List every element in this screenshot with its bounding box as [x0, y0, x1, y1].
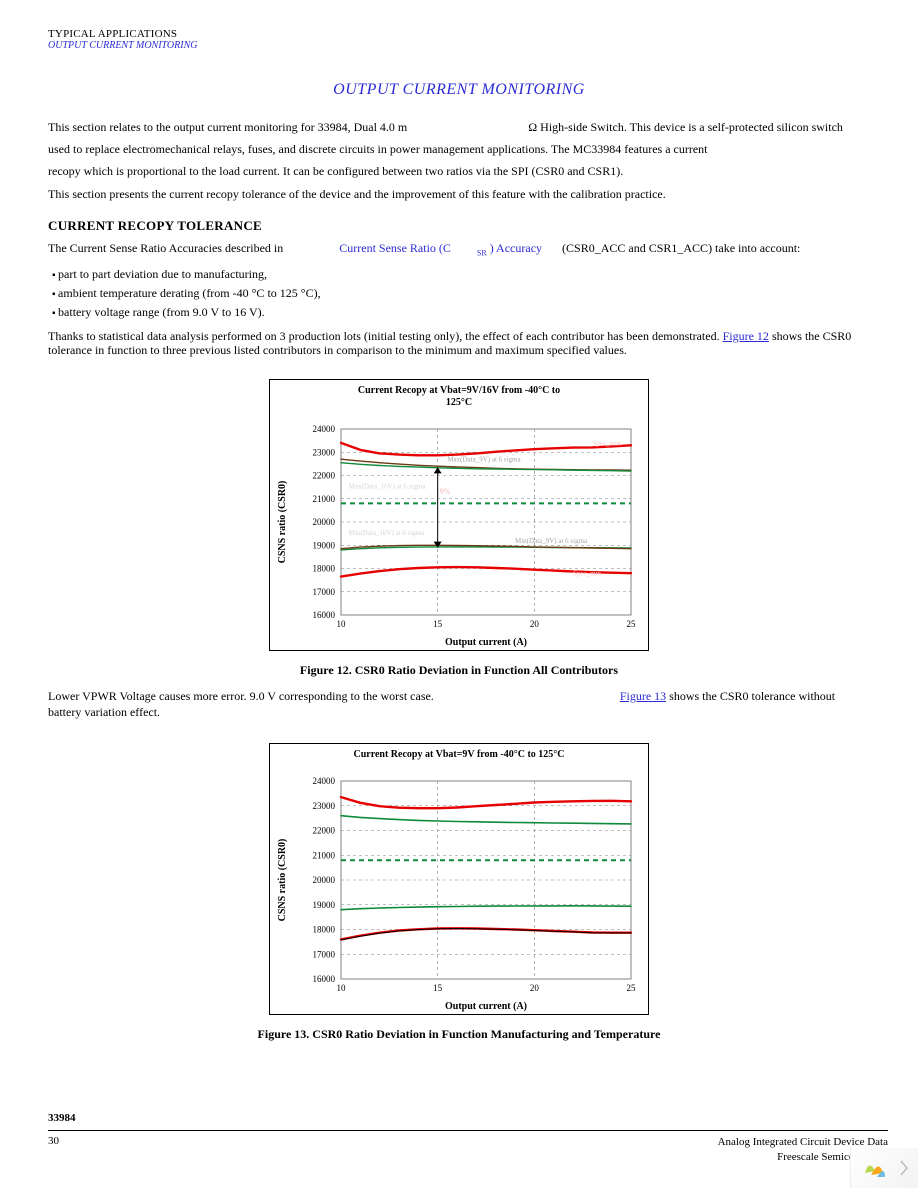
svg-text:15: 15 [433, 983, 443, 993]
figure-12-caption: Figure 12. CSR0 Ratio Deviation in Funct… [48, 663, 870, 678]
footer-page-number: 30 [48, 1135, 59, 1164]
svg-text:25: 25 [627, 983, 637, 993]
svg-text:22000: 22000 [313, 825, 336, 835]
svg-text:20: 20 [530, 619, 540, 629]
intro-line1-a: This section relates to the output curre… [48, 120, 407, 134]
svg-text:Spec_max: Spec_max [592, 440, 622, 448]
svg-text:Max(Data_16V) at 6 sigma: Max(Data_16V) at 6 sigma [349, 483, 427, 491]
link-current-sense-ratio[interactable]: Current Sense Ratio (C SR ) Accuracy [339, 241, 545, 255]
svg-text:Output current (A): Output current (A) [445, 637, 527, 648]
intro-line3: recopy which is proportional to the load… [48, 163, 870, 179]
svg-text:24000: 24000 [313, 776, 336, 786]
csr-prefix: The Current Sense Ratio Accuracies descr… [48, 241, 286, 255]
svg-text:Max(Data_9V) at 6 sigma: Max(Data_9V) at 6 sigma [447, 456, 521, 464]
intro-line2: used to replace electromechanical relays… [48, 141, 870, 157]
svg-text:20000: 20000 [313, 517, 336, 527]
figure-12-chart: Current Recopy at Vbat=9V/16V from -40°C… [269, 379, 649, 655]
svg-text:21000: 21000 [313, 494, 336, 504]
page-footer: 33984 30 Analog Integrated Circuit Devic… [48, 1112, 888, 1164]
header-output-current-monitoring: OUTPUT CURRENT MONITORING [48, 40, 870, 51]
svg-text:10: 10 [337, 619, 347, 629]
svg-text:17000: 17000 [313, 949, 336, 959]
svg-text:16000: 16000 [313, 974, 336, 984]
intro-line4: This section presents the current recopy… [48, 186, 870, 202]
svg-text:Spec_min: Spec_min [573, 570, 601, 578]
intro-line1-b: Ω High-side Switch. This device is a sel… [528, 120, 843, 134]
footer-part-number: 33984 [48, 1112, 888, 1124]
svg-text:19000: 19000 [313, 899, 336, 909]
section-title: OUTPUT CURRENT MONITORING [48, 81, 870, 99]
svg-text:22000: 22000 [313, 471, 336, 481]
svg-text:21000: 21000 [313, 850, 336, 860]
svg-text:Output current (A): Output current (A) [445, 1001, 527, 1012]
svg-text:125°C: 125°C [446, 397, 472, 408]
csr-link-a: Current Sense Ratio (C [339, 241, 451, 255]
svg-text:10: 10 [337, 983, 347, 993]
figure-13-caption: Figure 13. CSR0 Ratio Deviation in Funct… [48, 1027, 870, 1042]
subheading-current-recopy-tolerance: CURRENT RECOPY TOLERANCE [48, 218, 870, 234]
svg-text:Min(Data_16V) at 6 sigma: Min(Data_16V) at 6 sigma [349, 529, 426, 537]
bullet-part-to-part: part to part deviation due to manufactur… [48, 265, 870, 284]
header-typical-applications: TYPICAL APPLICATIONS [48, 28, 870, 40]
svg-text:Current Recopy at Vbat=9V/16V: Current Recopy at Vbat=9V/16V from -40°C… [358, 385, 560, 396]
csr-suffix: (CSR0_ACC and CSR1_ACC) take into accoun… [562, 241, 800, 255]
svg-text:25: 25 [627, 619, 637, 629]
svg-text:20: 20 [530, 983, 540, 993]
bullet-battery-voltage: battery voltage range (from 9.0 V to 16 … [48, 303, 870, 322]
bullet-ambient-temp: ambient temperature derating (from -40 °… [48, 284, 870, 303]
link-figure-13[interactable]: Figure 13 [620, 689, 666, 703]
btw-a: Lower VPWR Voltage causes more error. 9.… [48, 689, 434, 703]
svg-text:18000: 18000 [313, 924, 336, 934]
svg-text:18000: 18000 [313, 564, 336, 574]
svg-text:CSNS ratio (CSR0): CSNS ratio (CSR0) [277, 838, 288, 921]
svg-text:23000: 23000 [313, 800, 336, 810]
corner-widget[interactable] [850, 1148, 918, 1188]
svg-text:17000: 17000 [313, 587, 336, 597]
svg-text:Min(Data_9V) at 6 sigma: Min(Data_9V) at 6 sigma [515, 537, 588, 545]
statistical-paragraph: Thanks to statistical data analysis perf… [48, 329, 870, 358]
svg-text:23000: 23000 [313, 448, 336, 458]
svg-text:Current Recopy at Vbat=9V from: Current Recopy at Vbat=9V from -40°C to … [354, 749, 565, 760]
svg-text:20000: 20000 [313, 875, 336, 885]
svg-text:16000: 16000 [313, 610, 336, 620]
svg-text:15: 15 [433, 619, 443, 629]
figure-13-chart: Current Recopy at Vbat=9V from -40°C to … [269, 743, 649, 1019]
footer-rule [48, 1130, 888, 1131]
csr-link-c: ) Accuracy [490, 241, 542, 255]
link-figure-12[interactable]: Figure 12 [723, 329, 769, 343]
intro-line1: This section relates to the output curre… [48, 119, 870, 135]
csr-accuracy-line: The Current Sense Ratio Accuracies descr… [48, 240, 870, 259]
svg-text:19000: 19000 [313, 541, 336, 551]
stat-a: Thanks to statistical data analysis perf… [48, 329, 723, 343]
csr-link-b: SR [477, 248, 487, 257]
svg-text:CSNS ratio (CSR0): CSNS ratio (CSR0) [277, 481, 288, 564]
paragraph-between: Lower VPWR Voltage causes more error. 9.… [48, 688, 870, 720]
svg-text:24000: 24000 [313, 424, 336, 434]
